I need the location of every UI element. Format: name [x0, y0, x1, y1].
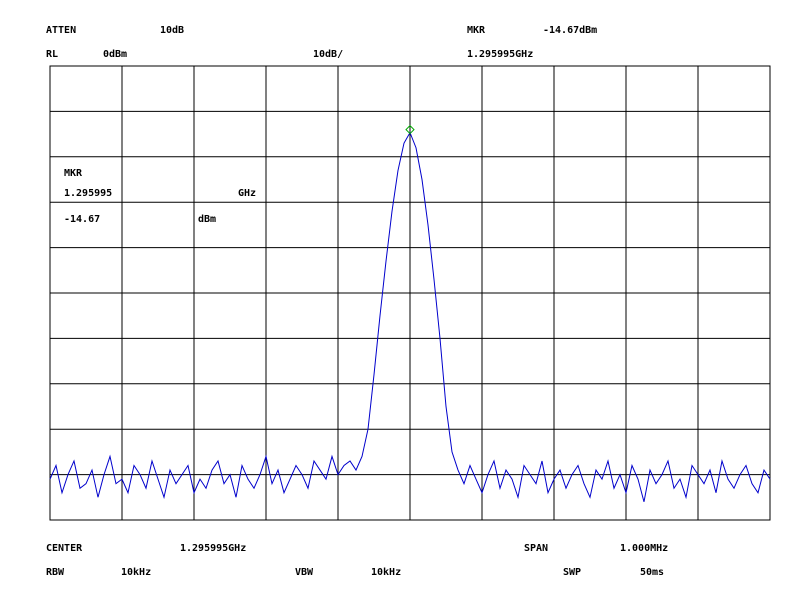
- rbw-label: RBW: [46, 567, 65, 578]
- swp-value: 50ms: [640, 567, 664, 578]
- swp-label: SWP: [563, 567, 581, 578]
- marker-level: -14.67dBm: [543, 25, 597, 36]
- box-level-unit: dBm: [198, 214, 216, 225]
- box-freq: 1.295995: [64, 188, 112, 199]
- trace-group: [49, 124, 771, 502]
- peak-marker: [405, 124, 415, 135]
- marker-label: MKR: [467, 25, 486, 36]
- marker-freq: 1.295995GHz: [467, 49, 533, 60]
- scale: 10dB/: [313, 49, 343, 60]
- span-value: 1.000MHz: [620, 543, 668, 554]
- vbw-value: 10kHz: [371, 567, 401, 578]
- rl-value: 0dBm: [103, 49, 127, 60]
- box-level: -14.67: [64, 214, 100, 225]
- trace-line: [49, 131, 771, 502]
- rbw-value: 10kHz: [121, 567, 151, 578]
- box-marker-label: MKR: [64, 168, 83, 179]
- box-freq-unit: GHz: [238, 188, 256, 199]
- atten-label: ATTEN: [46, 25, 76, 36]
- span-label: SPAN: [524, 543, 548, 554]
- center-label: CENTER: [46, 543, 83, 554]
- vbw-label: VBW: [295, 567, 314, 578]
- graticule: [50, 66, 770, 520]
- center-value: 1.295995GHz: [180, 543, 246, 554]
- rl-label: RL: [46, 49, 58, 60]
- atten-value: 10dB: [160, 25, 184, 36]
